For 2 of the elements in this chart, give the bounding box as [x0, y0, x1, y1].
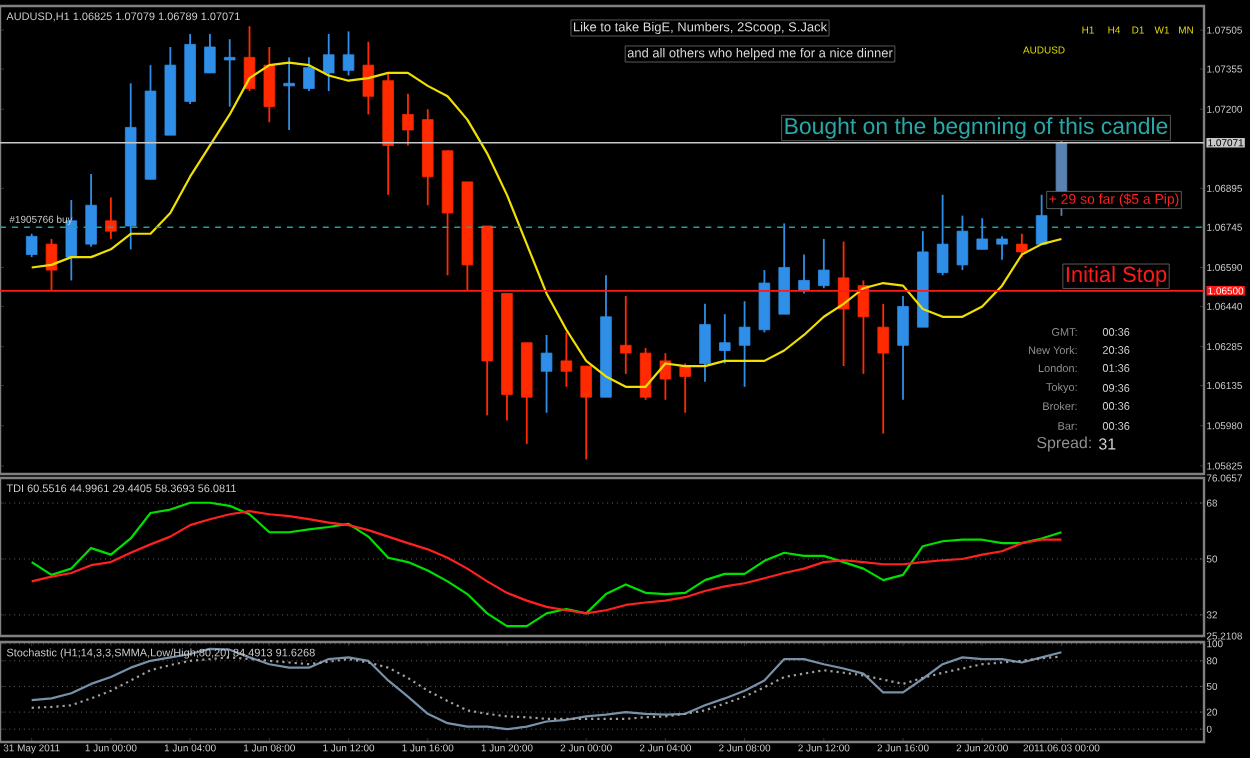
annotation: Bought on the begnning of this candle	[785, 117, 1168, 139]
ref-line-label: Initial Stop	[1066, 266, 1167, 287]
